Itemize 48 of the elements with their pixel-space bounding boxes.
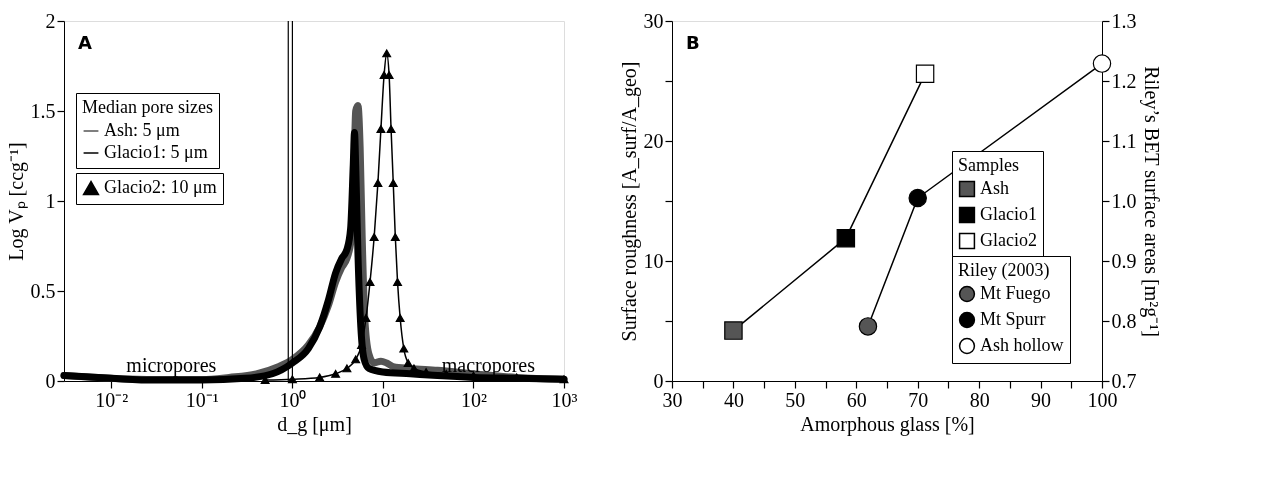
x-tick-label: 50 [785,388,806,411]
legend-title: Samples [958,155,1019,175]
x-tick-label: 90 [1031,388,1052,411]
x-tick-label: 10² [460,388,487,411]
y2-tick-label: 1.2 [1111,69,1137,92]
legend-label: Glacio1 [980,204,1037,224]
y-tick-label: 10 [643,249,664,272]
x-tick-label: 10¹ [370,388,397,411]
y-tick-label: 2 [45,9,56,32]
x-tick-label: 10⁻¹ [185,388,219,411]
y-tick-label: 1.5 [30,99,56,122]
legend-label: Ash: 5 μm [104,120,180,140]
legend-label: Mt Spurr [980,309,1046,329]
annotation: Riley (2003) [958,260,1050,281]
x-tick-label: 70 [908,388,929,411]
y-tick-label: 1 [45,189,56,212]
y-tick-label: 30 [643,9,664,32]
y-tick-label: 0 [45,369,56,392]
y2-tick-label: 0.8 [1111,309,1137,332]
x-tick-label: 80 [969,388,990,411]
x-tick-label: 10³ [551,388,578,411]
y-tick-label: 0 [653,369,664,392]
legend-label: Mt Fuego [980,283,1051,303]
x-tick-label: 10⁻² [95,388,129,411]
legend-label: Ash [980,178,1010,198]
legend-label: Glacio2 [980,230,1037,250]
y-axis-title: Log Vₚ [ccg⁻¹] [4,142,28,261]
x-axis-title: d_g [μm] [277,412,352,436]
annotation: B [686,32,700,53]
y-tick-label: 20 [643,129,664,152]
y-tick-label: 0.5 [30,279,56,302]
y2-tick-label: 1.0 [1111,189,1137,212]
legend-label: Glacio2: 10 μm [104,177,217,197]
y2-tick-label: 1.1 [1111,129,1137,152]
x-axis-title: Amorphous glass [%] [800,412,975,436]
y-axis-title: Surface roughness [A_surf/A_geo] [617,61,641,342]
y2-tick-label: 0.9 [1111,249,1137,272]
legend-title: Median pore sizes [82,97,213,117]
x-tick-label: 40 [723,388,744,411]
x-tick-label: 10⁰ [279,388,307,411]
y2-axis-title: Riley’s BET surface areas [m²g⁻¹] [1139,66,1163,337]
annotation: micropores [126,353,217,377]
y2-tick-label: 1.3 [1111,9,1137,32]
legend-label: Glacio1: 5 μm [104,142,208,162]
x-tick-label: 30 [662,388,683,411]
x-tick-label: 60 [846,388,867,411]
annotation: A [78,32,92,53]
legend-label: Ash hollow [980,335,1064,355]
